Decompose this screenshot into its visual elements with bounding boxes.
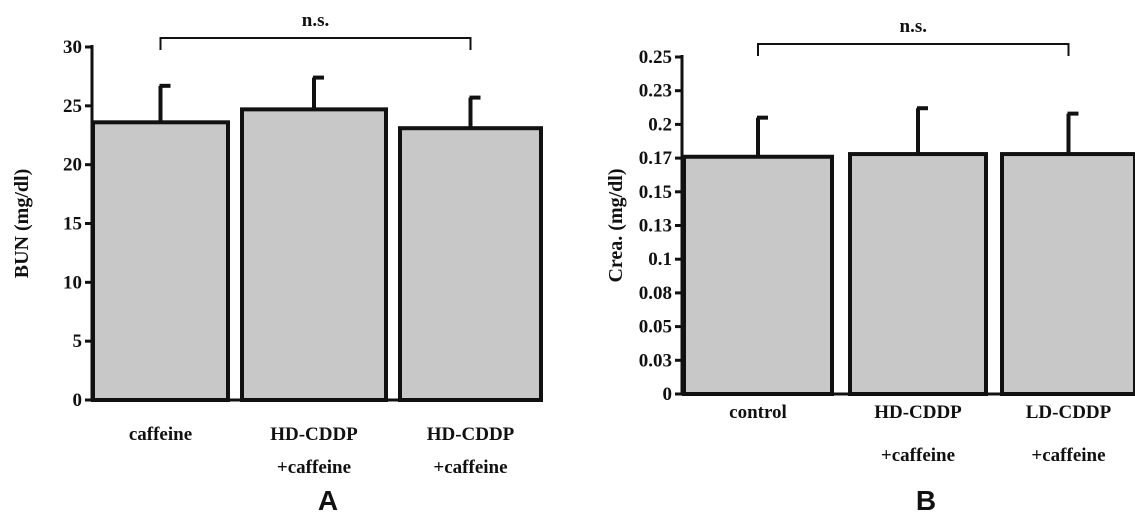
category-label: +caffeine [881,445,955,466]
bar [398,126,543,402]
y-tick-label: 0.08 [639,283,672,304]
y-tick-label: 0.15 [639,182,672,203]
y-tick-label: 5 [73,331,83,352]
y-axis-label: BUN (mg/dl) [11,169,33,278]
category-label: caffeine [129,424,192,445]
bar [848,152,988,396]
y-tick-label: 0.03 [639,350,672,371]
bar [682,154,834,396]
bar [91,120,230,402]
y-tick-label: 10 [63,272,82,293]
bar [240,107,388,402]
significance-bracket [159,37,472,50]
y-tick-label: 30 [63,37,82,58]
category-label: HD-CDDP [427,424,515,445]
category-label: HD-CDDP [874,402,962,423]
y-tick-label: 0.05 [639,317,672,338]
y-tick-label: 0 [663,384,673,405]
y-tick-label: 0.25 [639,47,672,68]
panel-label: A [318,485,338,516]
category-label: LD-CDDP [1026,402,1112,423]
category-label: +caffeine [1031,445,1105,466]
y-tick-label: 0.13 [639,216,672,237]
y-tick-label: 0.23 [639,81,672,102]
significance-label: n.s. [302,10,329,31]
y-tick-label: 0.2 [648,114,672,135]
y-tick-label: 15 [63,214,82,235]
category-label: control [729,402,787,423]
y-tick-label: 0.17 [639,148,673,169]
category-label: +caffeine [277,457,351,478]
y-tick-label: 25 [63,96,82,117]
y-tick-label: 0.1 [648,249,672,270]
category-label: HD-CDDP [270,424,358,445]
significance-bracket [757,43,1070,56]
y-tick-label: 20 [63,155,82,176]
significance-label: n.s. [900,16,927,37]
category-label: +caffeine [433,457,507,478]
panel-label: B [916,485,936,516]
chart-b: 0 0.03 0.05 0.08 0.1 0.13 0.15 0.17 0.2 0.23 0.25 C… [605,16,1135,516]
chart-a: 0 5 10 15 20 25 30 BUN (mg/dl) caffeine HD-CDDP +c… [11,10,543,516]
y-axis-label: Crea. (mg/dl) [605,168,627,282]
bar [1000,152,1135,396]
y-tick-label: 0 [73,390,83,411]
